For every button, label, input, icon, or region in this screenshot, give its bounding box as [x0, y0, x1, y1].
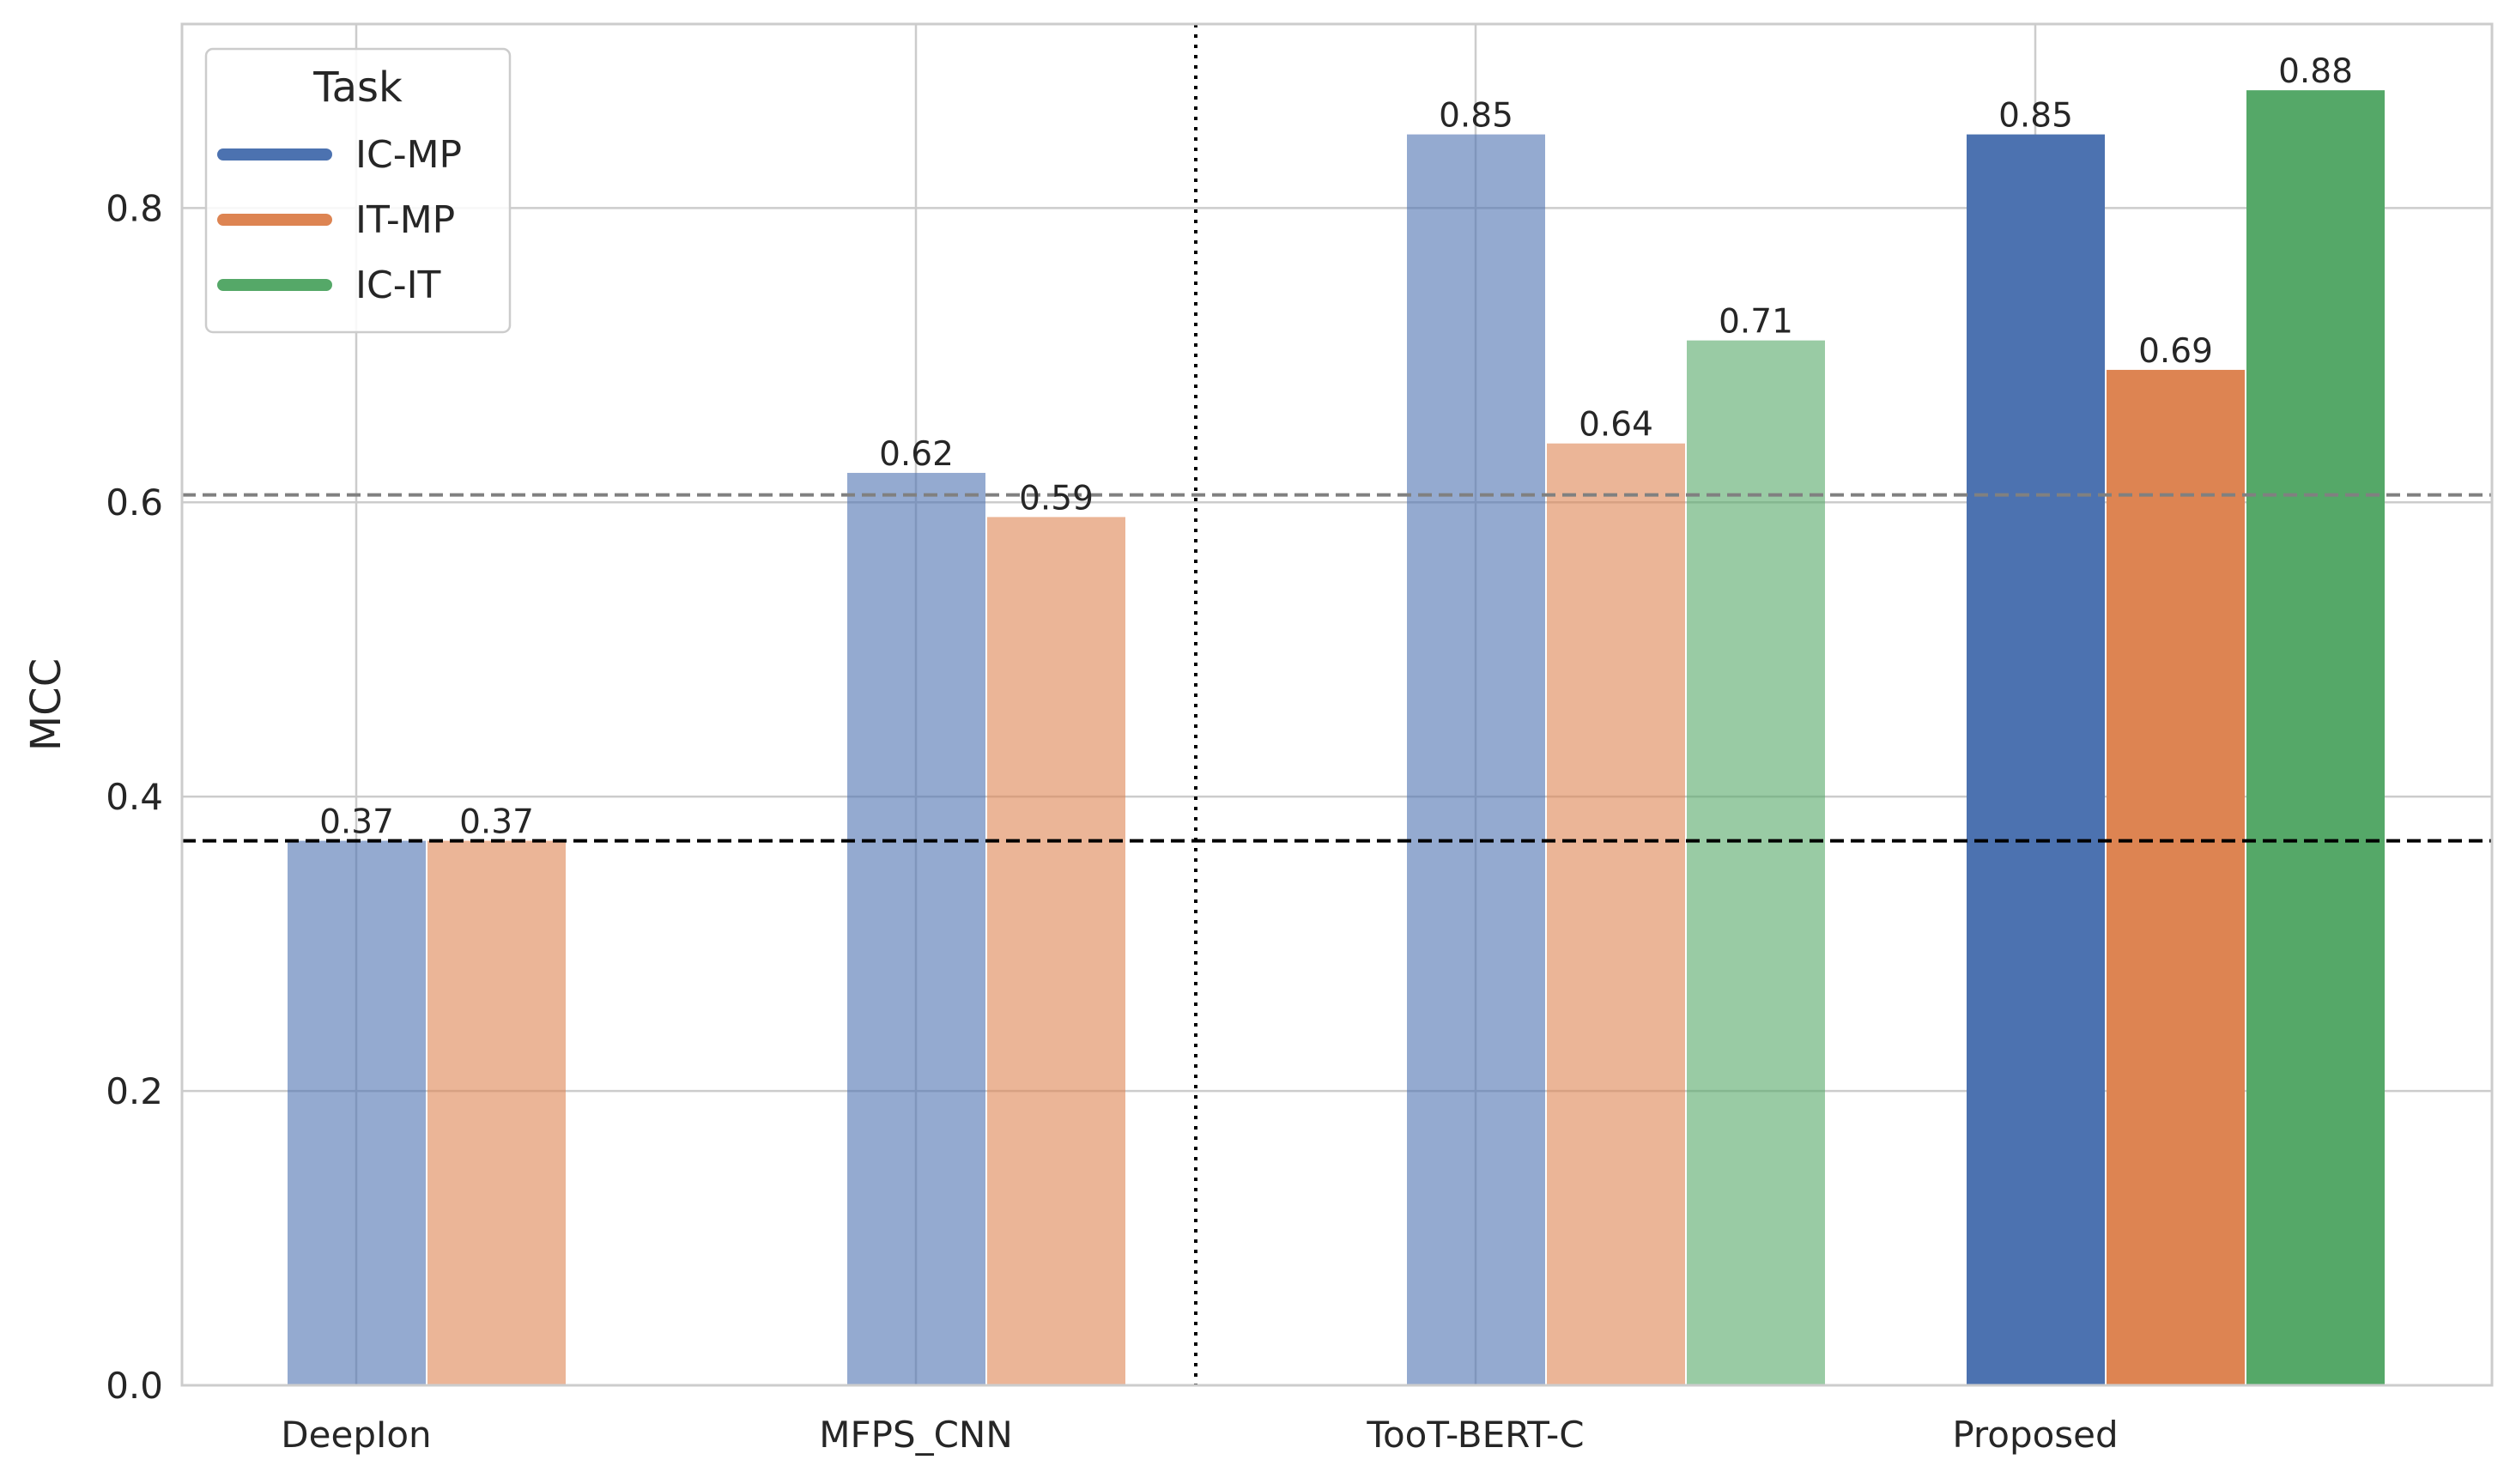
legend-box [204, 47, 512, 334]
y-axis-label: MCC [22, 658, 70, 751]
bar-value-label: 0.37 [319, 803, 394, 842]
x-tick-label: DeepIon [281, 1414, 431, 1456]
bar-it-mp-proposed [2107, 369, 2245, 1386]
x-tick-label: Proposed [1952, 1414, 2118, 1456]
bar-value-label: 0.88 [2278, 52, 2353, 91]
bar-value-label: 0.64 [1579, 406, 1653, 445]
y-tick-label: 0.6 [106, 482, 163, 524]
bar-value-label: 0.59 [1019, 479, 1094, 518]
plot-frame [180, 22, 2494, 1387]
y-tick-label: 0.8 [106, 187, 163, 229]
bar-value-label: 0.85 [1439, 97, 1513, 136]
bar-ic-mp-toot-bert-c [1407, 134, 1545, 1385]
bars [288, 90, 2385, 1386]
bar-value-label: 0.69 [2138, 332, 2213, 371]
x-tick-label: MFPS_CNN [819, 1414, 1013, 1456]
y-tick-label: 0.2 [106, 1070, 163, 1112]
bar-ic-it-proposed [2246, 90, 2385, 1386]
bar-value-label: 0.71 [1719, 303, 1793, 342]
axes: 0.0 0.2 0.4 0.6 0.8 DeepIon MFPS_CNN TooT-BERT-… [22, 187, 2119, 1456]
bar-value-label: 0.37 [459, 803, 534, 842]
y-tick-label: 0.4 [106, 776, 163, 818]
bar-value-labels: 0.37 0.37 0.62 0.59 0.85 0.64 0.71 0.85 0.69 0.88 [319, 52, 2353, 841]
reference-lines [182, 24, 2492, 1385]
bar-ic-mp-deepion [288, 840, 426, 1385]
bar-it-mp-mfps-cnn [987, 517, 1125, 1385]
legend-title: Task [312, 64, 403, 112]
y-tick-label: 0.0 [106, 1365, 163, 1407]
bar-it-mp-deepion [427, 840, 566, 1385]
bar-value-label: 0.62 [879, 435, 954, 474]
bar-it-mp-toot-bert-c [1547, 443, 1685, 1386]
legend-entry: IC-MP [355, 133, 462, 177]
legend-entry: IT-MP [355, 198, 455, 242]
x-tick-label: TooT-BERT-C [1366, 1414, 1584, 1456]
bar-ic-mp-proposed [1967, 134, 2105, 1385]
bar-ic-mp-mfps-cnn [847, 472, 985, 1385]
legend-entry: IC-IT [355, 263, 441, 307]
legend: Task IC-MP IT-MP IC-IT [204, 47, 512, 334]
bar-value-label: 0.85 [1998, 97, 2073, 136]
bar-ic-it-toot-bert-c [1687, 340, 1825, 1386]
